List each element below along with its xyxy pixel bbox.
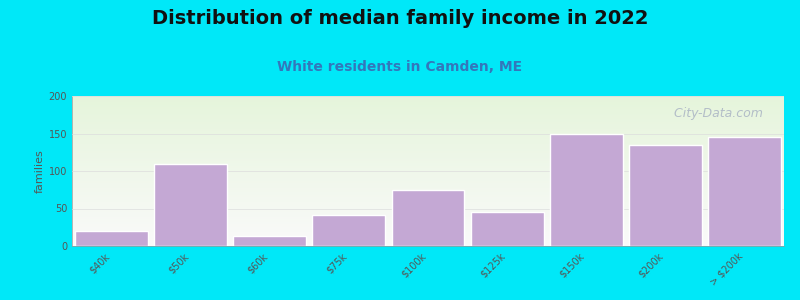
Y-axis label: families: families	[34, 149, 45, 193]
Bar	[629, 145, 702, 246]
Bar	[75, 231, 148, 246]
Text: Distribution of median family income in 2022: Distribution of median family income in …	[152, 9, 648, 28]
Bar	[234, 236, 306, 246]
Bar	[313, 215, 386, 246]
Text: City-Data.com: City-Data.com	[670, 106, 762, 119]
Bar	[708, 137, 781, 246]
Bar	[550, 134, 622, 246]
Text: White residents in Camden, ME: White residents in Camden, ME	[278, 60, 522, 74]
Bar	[154, 164, 227, 246]
Bar	[470, 212, 543, 246]
Bar	[392, 190, 464, 246]
